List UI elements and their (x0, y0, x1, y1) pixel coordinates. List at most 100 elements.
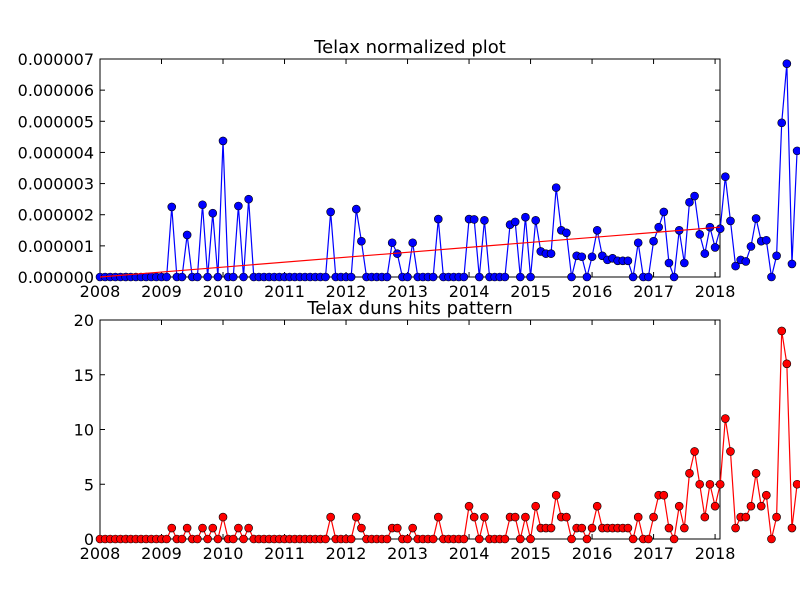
data-point (562, 512, 571, 522)
data-point (567, 272, 576, 282)
data-point (433, 512, 443, 522)
data-point (623, 523, 633, 533)
data-point (680, 258, 689, 268)
data-point (669, 272, 679, 282)
data-point (659, 207, 669, 217)
data-point (751, 214, 761, 223)
data-point (428, 272, 438, 282)
data-point (664, 258, 674, 268)
data-point (526, 534, 535, 544)
y-tick-label: 0.000000 (18, 268, 94, 287)
data-point (731, 261, 740, 271)
data-point (659, 490, 669, 500)
x-tick-label: 2012 (326, 282, 367, 301)
data-point (203, 272, 212, 282)
y-tick-label: 0.000007 (18, 50, 94, 69)
data-point (762, 235, 771, 245)
data-point (326, 512, 335, 522)
x-tick-label: 2009 (141, 282, 182, 301)
data-point (321, 272, 330, 282)
data-point (213, 272, 223, 282)
data-point (526, 272, 535, 282)
data-point (726, 447, 735, 456)
data-point (459, 534, 469, 544)
data-point (746, 242, 756, 251)
data-point (690, 191, 699, 201)
data-point (326, 207, 335, 217)
data-point (592, 501, 602, 511)
data-point (500, 534, 510, 544)
data-point (700, 249, 710, 258)
chart-title: Telax duns hits pattern (306, 298, 512, 319)
data-point (198, 200, 207, 210)
data-point (649, 512, 658, 522)
x-tick-label: 2009 (141, 544, 182, 563)
x-tick-label: 2016 (572, 282, 613, 301)
data-point (239, 534, 248, 544)
data-point (592, 225, 602, 235)
data-point (408, 523, 417, 533)
data-point (213, 534, 223, 544)
data-point (721, 172, 730, 182)
data-point (382, 272, 392, 282)
data-point (392, 523, 402, 533)
data-point (669, 534, 679, 544)
x-tick-label: 2014 (449, 544, 490, 563)
data-point (746, 501, 756, 511)
data-point (321, 534, 330, 544)
data-point (587, 523, 597, 533)
data-point (695, 230, 705, 239)
data-point (474, 534, 484, 544)
data-point (208, 208, 218, 218)
data-point (234, 523, 243, 533)
data-point (521, 512, 530, 522)
data-point (562, 228, 571, 238)
data-point (218, 136, 228, 146)
data-point (387, 238, 397, 248)
data-point (234, 201, 243, 211)
data-point (428, 534, 438, 544)
y-tick-label: 10 (74, 421, 94, 440)
data-point (515, 534, 525, 544)
x-tick-label: 2018 (695, 544, 736, 563)
data-point (628, 534, 638, 544)
data-point (515, 272, 525, 282)
data-point (710, 501, 720, 511)
data-point (695, 479, 705, 489)
data-point (767, 272, 776, 282)
data-point (167, 523, 177, 533)
data-point (649, 236, 658, 246)
data-point (715, 479, 725, 489)
data-point (403, 272, 412, 282)
data-point (182, 230, 192, 240)
data-point (469, 215, 479, 224)
x-tick-label: 2017 (633, 544, 674, 563)
data-point (551, 490, 561, 500)
data-point (577, 252, 587, 262)
x-tick-label: 2011 (264, 544, 305, 563)
data-point (628, 272, 638, 282)
data-point (239, 272, 248, 282)
data-point (633, 512, 643, 522)
y-tick-label: 0 (84, 530, 94, 549)
trend-line (99, 226, 721, 278)
y-tick-label: 0.000001 (18, 237, 94, 256)
data-point (510, 217, 520, 227)
x-tick-label: 2008 (80, 282, 121, 301)
data-point (510, 512, 520, 522)
data-point (346, 272, 356, 282)
data-point (777, 118, 787, 128)
x-tick-label: 2013 (387, 282, 428, 301)
chart-title: Telax normalized plot (313, 37, 506, 58)
data-point (357, 523, 366, 533)
y-tick-label: 0.000003 (18, 175, 94, 194)
data-point (762, 490, 771, 500)
x-tick-label: 2011 (264, 282, 305, 301)
y-tick-label: 5 (84, 475, 94, 494)
x-tick-label: 2012 (326, 544, 367, 563)
data-point (244, 523, 253, 533)
data-point (433, 214, 443, 224)
data-point (182, 523, 192, 533)
